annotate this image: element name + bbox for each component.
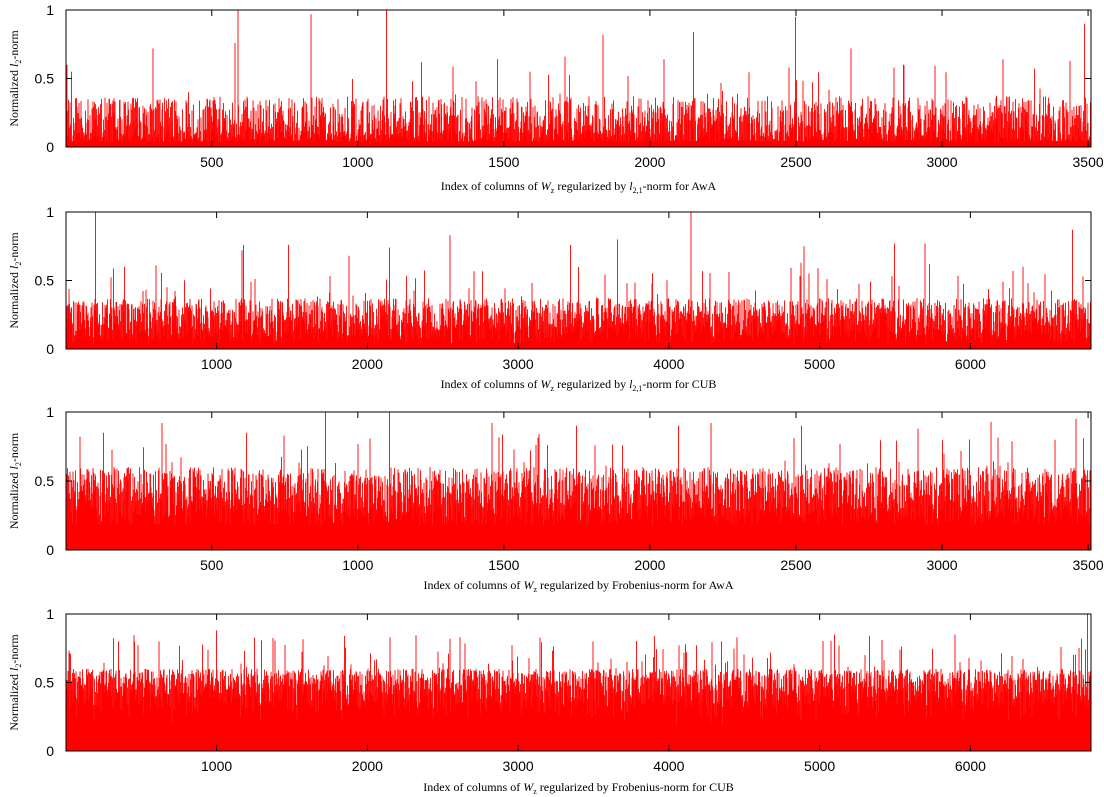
x-tick-label: 2500 <box>780 154 811 170</box>
label-part: -norm <box>7 634 21 664</box>
x-tick-label: 1000 <box>201 356 232 372</box>
x-tick-label: 1500 <box>488 154 519 170</box>
x-tick-label: 3500 <box>1073 154 1104 170</box>
x-axis-label: Index of columns of Wz regularized by l2… <box>441 179 717 195</box>
y-tick-label: 1 <box>46 204 54 220</box>
label-part: z <box>551 384 555 393</box>
y-axis-label: Normalized l2-norm <box>7 30 23 127</box>
y-axis-label: Normalized l2-norm <box>7 432 23 529</box>
label-part: regularized by <box>554 179 629 193</box>
y-tick-label: 0.5 <box>35 675 55 691</box>
y-tick-label: 0.5 <box>35 71 55 87</box>
label-part: -norm <box>7 30 21 60</box>
y-tick-label: 1 <box>46 606 54 622</box>
x-tick-label: 2500 <box>780 557 811 573</box>
x-tick-label: 3500 <box>1073 557 1104 573</box>
label-part: -norm for AwA <box>643 179 717 193</box>
label-part: Index of columns of <box>441 179 541 193</box>
x-tick-label: 3000 <box>503 758 534 774</box>
label-part: 2 <box>14 664 23 668</box>
label-part: regularized by Frobenius-norm for CUB <box>537 780 734 794</box>
y-axis-label: Normalized l2-norm <box>7 634 23 731</box>
x-tick-label: 2000 <box>352 356 383 372</box>
label-part: -norm <box>7 432 21 462</box>
label-part: Normalized <box>7 67 21 127</box>
label-part: W <box>541 179 552 193</box>
y-tick-label: 1 <box>46 2 54 18</box>
x-tick-label: 1000 <box>342 557 373 573</box>
label-part: l <box>7 667 21 671</box>
label-part: 2 <box>14 462 23 466</box>
y-tick-label: 1 <box>46 404 54 420</box>
label-part: l <box>7 63 21 67</box>
y-tick-label: 0.5 <box>35 473 55 489</box>
x-axis-label: Index of columns of Wz regularized by Fr… <box>423 578 733 594</box>
x-tick-label: 3000 <box>503 356 534 372</box>
y-tick-label: 0 <box>46 542 54 558</box>
label-part: l <box>629 179 633 193</box>
label-part: -norm for CUB <box>642 377 716 391</box>
x-tick-label: 6000 <box>955 356 986 372</box>
x-axis-label: Index of columns of Wz regularized by Fr… <box>423 780 734 796</box>
x-tick-label: 1000 <box>201 758 232 774</box>
label-part: W <box>541 377 552 391</box>
label-part: l <box>7 265 21 269</box>
y-axis-label: Normalized l2-norm <box>7 232 23 329</box>
label-part: 2,1 <box>633 186 643 195</box>
label-part: W <box>523 578 534 592</box>
label-part: -norm <box>7 232 21 262</box>
x-axis-label: Index of columns of Wz regularized by l2… <box>441 377 717 393</box>
label-part: l <box>7 466 21 470</box>
x-tick-label: 4000 <box>653 356 684 372</box>
label-part: Index of columns of <box>423 578 523 592</box>
x-tick-label: 2000 <box>634 557 665 573</box>
label-part: z <box>533 585 537 594</box>
bar-baseline <box>66 547 1091 550</box>
label-part: 2 <box>14 60 23 64</box>
y-tick-label: 0 <box>46 341 54 357</box>
x-tick-label: 3000 <box>926 557 957 573</box>
label-part: Normalized <box>7 269 21 329</box>
chart-panel-1: 500 1000 1500 2000 2500 3000 3500 0 0.5 1 Index of… <box>7 2 1104 195</box>
x-tick-label: 2000 <box>634 154 665 170</box>
bar-baseline <box>66 144 1091 147</box>
x-tick-label: 5000 <box>804 356 835 372</box>
x-tick-label: 1500 <box>488 557 519 573</box>
x-tick-label: 5000 <box>804 758 835 774</box>
label-part: l <box>629 377 633 391</box>
bar-baseline <box>66 748 1091 751</box>
label-part: Normalized <box>7 671 21 731</box>
x-tick-label: 1000 <box>342 154 373 170</box>
chart-panel-2: 1000 2000 3000 4000 5000 6000 0 0.5 1 Index of co… <box>7 204 1092 393</box>
chart-panel-3: 500 1000 1500 2000 2500 3000 3500 0 0.5 1 Index of… <box>7 404 1104 594</box>
x-tick-label: 500 <box>200 154 224 170</box>
label-part: W <box>523 780 534 794</box>
label-part: regularized by Frobenius-norm for AwA <box>537 578 734 592</box>
label-part: 2,1 <box>632 384 642 393</box>
label-part: 2 <box>14 262 23 266</box>
label-part: z <box>551 186 555 195</box>
x-tick-label: 500 <box>200 557 224 573</box>
x-tick-label: 6000 <box>955 758 986 774</box>
x-tick-label: 3000 <box>926 154 957 170</box>
label-part: z <box>533 787 537 796</box>
label-part: Normalized <box>7 470 21 530</box>
label-part: Index of columns of <box>441 377 541 391</box>
y-tick-label: 0.5 <box>35 273 55 289</box>
chart-panel-4: 1000 2000 3000 4000 5000 6000 0 0.5 1 Index of co… <box>7 606 1092 796</box>
y-tick-label: 0 <box>46 139 54 155</box>
x-tick-label: 2000 <box>352 758 383 774</box>
bar-baseline <box>66 346 1091 349</box>
label-part: regularized by <box>554 377 629 391</box>
x-tick-label: 4000 <box>653 758 684 774</box>
y-tick-label: 0 <box>46 743 54 759</box>
label-part: Index of columns of <box>423 780 523 794</box>
